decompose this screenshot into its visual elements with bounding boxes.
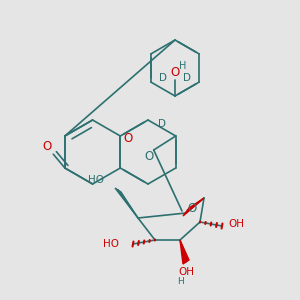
Polygon shape (115, 188, 138, 218)
Text: O: O (188, 202, 196, 214)
Text: D: D (158, 119, 166, 129)
Text: O: O (43, 140, 52, 153)
Text: O: O (144, 149, 153, 163)
Text: O: O (124, 131, 133, 145)
Text: HO: HO (103, 239, 119, 249)
Text: D: D (159, 73, 167, 83)
Text: D: D (183, 73, 191, 83)
Text: H: H (179, 61, 187, 71)
Polygon shape (183, 198, 204, 216)
Text: H: H (177, 278, 183, 286)
Text: OH: OH (228, 219, 244, 229)
Text: OH: OH (178, 267, 194, 277)
Polygon shape (180, 240, 189, 264)
Text: HO: HO (88, 175, 104, 185)
Text: O: O (170, 67, 180, 80)
